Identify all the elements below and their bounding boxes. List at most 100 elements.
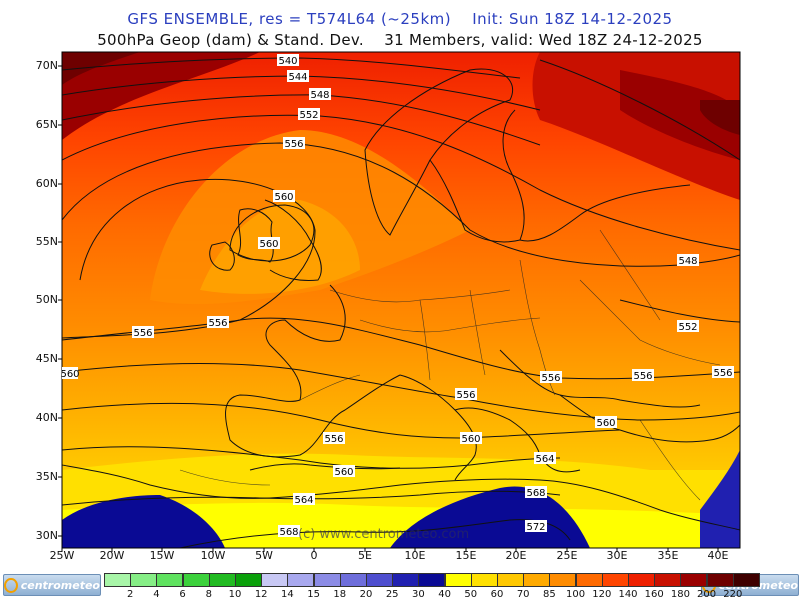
borders bbox=[179, 229, 721, 501]
svg-text:556: 556 bbox=[208, 318, 227, 329]
contour-label: 560 bbox=[460, 432, 482, 445]
contour-label: 556 bbox=[455, 388, 477, 401]
contour-label: 556 bbox=[632, 369, 654, 382]
svg-text:568: 568 bbox=[526, 488, 545, 499]
legend-swatch bbox=[392, 573, 420, 587]
legend-value-label: 220 bbox=[723, 589, 743, 600]
legend-swatch bbox=[287, 573, 315, 587]
legend-swatch bbox=[418, 573, 446, 587]
lat-label: 60N bbox=[35, 177, 58, 190]
lon-label: 20W bbox=[99, 549, 125, 562]
legend-value-label: 8 bbox=[205, 589, 212, 600]
contour-label: 560 bbox=[258, 237, 280, 250]
lon-label: 40E bbox=[707, 549, 729, 562]
lon-label: 0 bbox=[310, 549, 318, 562]
legend-value-label: 200 bbox=[697, 589, 717, 600]
svg-text:560: 560 bbox=[334, 467, 353, 478]
contour-label: 560 bbox=[333, 465, 355, 478]
lat-label: 45N bbox=[35, 352, 58, 365]
legend-value-label: 25 bbox=[385, 589, 399, 600]
svg-text:560: 560 bbox=[596, 418, 615, 429]
lon-label: 25W bbox=[49, 549, 75, 562]
svg-text:560: 560 bbox=[259, 239, 278, 250]
lat-label: 55N bbox=[35, 235, 58, 248]
lat-label: 30N bbox=[35, 529, 58, 542]
svg-text:572: 572 bbox=[526, 522, 545, 533]
chart-title-model: GFS ENSEMBLE, res = T574L64 (~25km) Init… bbox=[127, 10, 673, 28]
legend-value-label: 30 bbox=[412, 589, 425, 600]
svg-text:556: 556 bbox=[133, 328, 152, 339]
contour-label: 540 bbox=[277, 54, 299, 67]
lon-label: 5W bbox=[255, 549, 273, 562]
contour-label: 552 bbox=[677, 320, 699, 333]
lon-label: 20E bbox=[505, 549, 527, 562]
lat-label: 40N bbox=[35, 411, 58, 424]
legend-swatch bbox=[235, 573, 262, 587]
contour-label: 556 bbox=[283, 137, 305, 150]
svg-text:556: 556 bbox=[541, 373, 560, 384]
logo-ring-icon bbox=[4, 577, 18, 593]
brand-name: centrometeo bbox=[20, 578, 100, 592]
legend-swatch bbox=[549, 573, 577, 587]
legend-value-label: 180 bbox=[670, 589, 690, 600]
lat-label: 65N bbox=[35, 118, 58, 131]
legend-value-label: 50 bbox=[464, 589, 478, 600]
legend-value-label: 60 bbox=[490, 589, 504, 600]
legend-swatch bbox=[732, 573, 760, 587]
svg-text:548: 548 bbox=[678, 256, 697, 267]
svg-text:568: 568 bbox=[279, 527, 298, 538]
map-field bbox=[62, 52, 740, 548]
legend-swatch bbox=[470, 573, 498, 587]
legend-value-label: 40 bbox=[438, 589, 451, 600]
lat-label: 70N bbox=[35, 59, 58, 72]
svg-text:560: 560 bbox=[274, 192, 293, 203]
contour-label: 564 bbox=[534, 452, 556, 465]
svg-text:560: 560 bbox=[461, 434, 480, 445]
legend-swatch bbox=[208, 573, 236, 587]
svg-text:556: 556 bbox=[324, 434, 343, 445]
axis-ticks bbox=[58, 65, 719, 552]
svg-text:552: 552 bbox=[678, 322, 697, 333]
contour-label: 556 bbox=[207, 316, 229, 329]
legend-swatch bbox=[680, 573, 708, 587]
lon-label: 35E bbox=[657, 549, 679, 562]
legend-swatch bbox=[130, 573, 158, 587]
legend-swatch bbox=[104, 573, 131, 587]
svg-text:556: 556 bbox=[713, 368, 732, 379]
legend-swatch bbox=[261, 573, 289, 587]
contour-label: 552 bbox=[298, 108, 320, 121]
contour-label: 560 bbox=[595, 416, 617, 429]
lon-label: 10E bbox=[404, 549, 426, 562]
lat-label: 50N bbox=[35, 293, 58, 306]
legend-swatch bbox=[313, 573, 341, 587]
lon-label: 10W bbox=[200, 549, 226, 562]
legend-swatch bbox=[444, 573, 472, 587]
legend-swatch bbox=[628, 573, 655, 587]
legend-value-label: 100 bbox=[566, 589, 586, 600]
svg-text:544: 544 bbox=[288, 72, 307, 83]
legend-value-label: 14 bbox=[281, 589, 294, 600]
legend-value-label: 15 bbox=[307, 589, 320, 600]
contour-label: 560 bbox=[273, 190, 295, 203]
legend-value-label: 12 bbox=[254, 589, 268, 600]
legend-value-label: 85 bbox=[543, 589, 556, 600]
legend-swatch bbox=[523, 573, 551, 587]
contour-label-group: 540 544 548 552 556 560 560 556 556 556 … bbox=[60, 54, 734, 538]
legend-swatch bbox=[654, 573, 682, 587]
svg-text:556: 556 bbox=[284, 139, 303, 150]
contour-label: 568 bbox=[525, 486, 547, 499]
contour-label: 548 bbox=[309, 88, 331, 101]
legend-swatch bbox=[706, 573, 734, 587]
contour-label: 568 bbox=[278, 525, 300, 538]
contour-label: 556 bbox=[132, 326, 154, 339]
lon-label: 5E bbox=[358, 549, 372, 562]
legend-value-label: 6 bbox=[179, 589, 186, 600]
legend-value-label: 70 bbox=[516, 589, 530, 600]
contour-label: 544 bbox=[287, 70, 309, 83]
copyright-watermark: (c) www.centrometeo.com bbox=[298, 527, 470, 542]
legend-swatch bbox=[601, 573, 629, 587]
contour-label: 564 bbox=[293, 493, 315, 506]
svg-text:564: 564 bbox=[294, 495, 313, 506]
legend-swatch bbox=[339, 573, 367, 587]
